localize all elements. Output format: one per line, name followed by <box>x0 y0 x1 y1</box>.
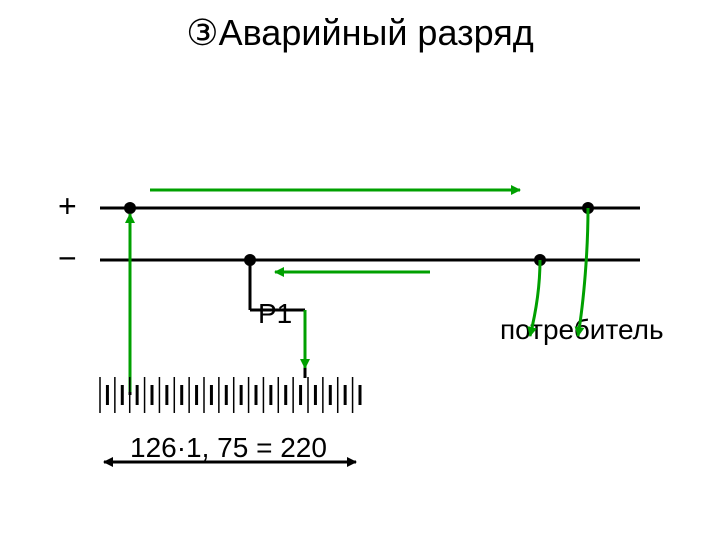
circuit-svg <box>0 0 720 540</box>
battery-ticks <box>100 377 360 413</box>
arrow-consumer-plus <box>578 208 588 336</box>
diagram-canvas: ③Аварийный разряд + − Р1 потребитель 126… <box>0 0 720 540</box>
arrow-consumer-minus <box>530 260 540 336</box>
node-plus-left <box>124 202 136 214</box>
